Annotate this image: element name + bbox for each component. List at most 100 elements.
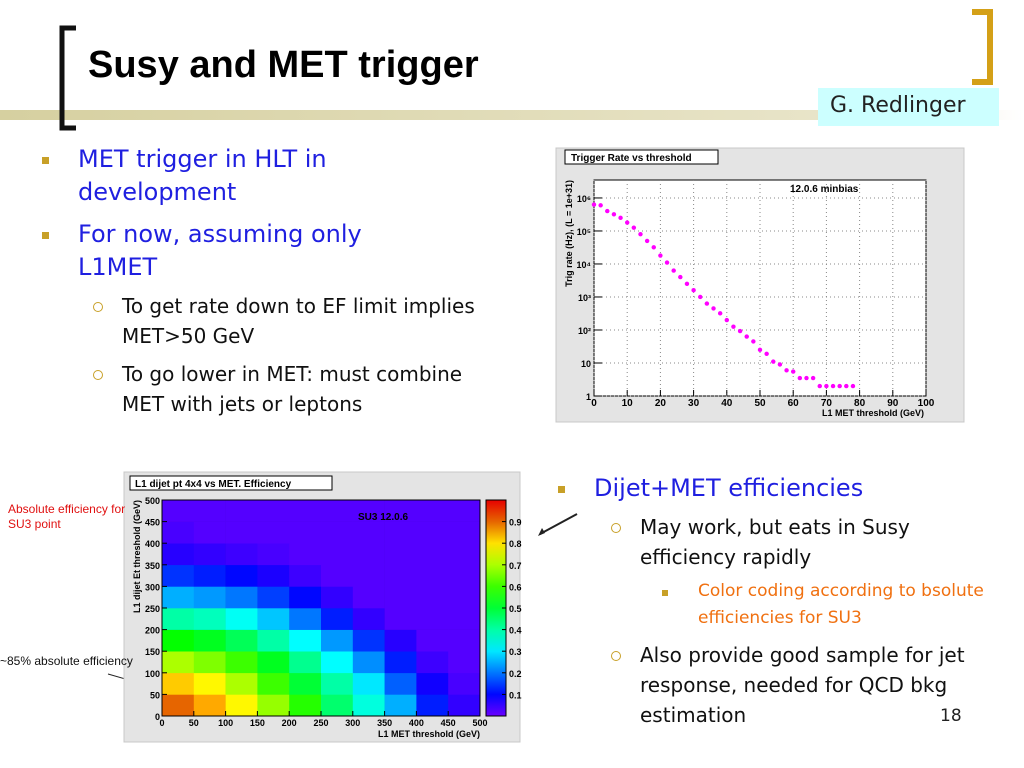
heatmap-cell <box>257 651 290 674</box>
heatmap-cell <box>416 651 449 674</box>
heatmap-cell <box>225 651 258 674</box>
x-axis-label: L1 MET threshold (GeV) <box>822 408 924 418</box>
heatmap-cell <box>416 586 449 609</box>
heatmap-cell <box>352 672 385 695</box>
x-tick-label: 450 <box>441 718 456 728</box>
heatmap-cell <box>225 608 258 630</box>
data-point <box>797 375 803 381</box>
x-tick-label: 70 <box>821 398 833 409</box>
x-tick-label: 60 <box>788 398 800 409</box>
heatmap-cell <box>193 651 226 674</box>
chart-title: L1 dijet pt 4x4 vs MET. Efficiency <box>135 479 292 490</box>
heatmap-cell <box>321 651 354 674</box>
data-point <box>625 220 630 225</box>
heatmap-cell <box>193 672 226 695</box>
data-point <box>737 328 743 334</box>
colorbar-tick-label: 0.2 <box>509 669 522 679</box>
y-tick-label: 400 <box>145 539 160 549</box>
heatmap-cell <box>193 629 226 652</box>
heatmap-cell <box>352 608 385 630</box>
data-point <box>678 274 683 280</box>
heatmap-cell <box>448 500 481 522</box>
heatmap-cell <box>289 543 322 566</box>
heatmap-cell <box>321 500 354 522</box>
sub-bullet <box>93 302 103 312</box>
data-point <box>638 231 643 237</box>
heatmap-cell <box>448 586 481 609</box>
right-bracket <box>972 9 993 85</box>
heatmap-cell <box>257 694 290 717</box>
data-point <box>644 238 650 244</box>
data-point <box>837 383 842 389</box>
heatmap-cell <box>448 672 481 695</box>
data-point <box>830 383 836 389</box>
y-axis-label: L1 dijet Et threshold (GeV) <box>132 500 142 613</box>
x-tick-label: 100 <box>918 398 935 409</box>
note: ~85% absolute efficiency <box>0 654 133 668</box>
colorbar-tick-label: 0.4 <box>509 626 522 636</box>
heatmap-cell <box>352 543 385 566</box>
x-tick-label: 300 <box>345 718 360 728</box>
y-tick-label: 200 <box>145 626 160 636</box>
left-bracket <box>59 25 76 131</box>
heatmap-cell <box>416 521 449 544</box>
heatmap-cell <box>162 672 195 695</box>
data-point <box>611 212 617 217</box>
heatmap-cell <box>225 629 258 652</box>
colorbar-tick-label: 0.3 <box>509 647 522 657</box>
heatmap-cell <box>416 672 449 695</box>
heatmap-cell <box>448 694 481 717</box>
heatmap-cell <box>289 608 322 630</box>
y-tick-label: 450 <box>145 518 160 528</box>
title-box <box>564 149 719 165</box>
x-tick-label: 40 <box>721 398 733 409</box>
x-tick-label: 200 <box>282 718 297 728</box>
x-tick-label: 50 <box>754 398 766 409</box>
heatmap-cell <box>384 521 417 544</box>
data-point <box>698 294 703 300</box>
data-point <box>731 324 736 329</box>
heatmap-cell <box>416 500 449 522</box>
colorbar-tick-label: 0.5 <box>509 604 522 614</box>
sub-sub-bullet-text: Color coding according to bsolute effici… <box>698 581 984 628</box>
annotation: 12.0.6 minbias <box>790 184 859 195</box>
heatmap-cell <box>289 500 322 522</box>
x-tick-label: 0 <box>591 398 597 409</box>
heatmap-cell <box>416 694 449 717</box>
heatmap-cell <box>384 543 417 566</box>
y-tick-label: 10⁴ <box>577 260 591 270</box>
data-point <box>658 253 663 258</box>
heatmap-cell <box>162 564 195 587</box>
data-point <box>791 369 796 374</box>
heatmap-cell <box>162 629 195 652</box>
heatmap-cell <box>448 521 481 544</box>
sub-bullet-text: To get rate down to EF limit implies MET… <box>122 294 475 348</box>
data-point <box>804 375 809 381</box>
x-axis-label: L1 MET threshold (GeV) <box>378 729 480 739</box>
heatmap-cell <box>193 521 226 544</box>
y-tick-label: 300 <box>145 582 160 592</box>
data-point <box>757 347 763 353</box>
x-tick-label: 50 <box>189 718 199 728</box>
colorbar-tick-label: 0.9 <box>509 518 522 528</box>
x-tick-label: 100 <box>218 718 233 728</box>
heatmap-cell <box>257 543 290 566</box>
y-tick-label: 10 <box>581 359 591 369</box>
heatmap-cell <box>162 651 195 674</box>
arrow-head <box>538 528 545 536</box>
heatmap-cell <box>352 521 385 544</box>
heatmap-cell <box>448 629 481 652</box>
heatmap-cell <box>321 672 354 695</box>
data-point <box>691 288 696 293</box>
heatmap-cell <box>321 629 354 652</box>
y-tick-label: 10⁵ <box>577 227 591 237</box>
data-point <box>664 260 670 265</box>
heatmap-cell <box>225 500 258 522</box>
heatmap-cell <box>416 543 449 566</box>
y-tick-label: 10⁶ <box>577 194 591 204</box>
x-tick-label: 0 <box>159 718 164 728</box>
heatmap-cell <box>289 694 322 717</box>
title-box <box>129 475 333 491</box>
x-tick-label: 90 <box>887 398 899 409</box>
